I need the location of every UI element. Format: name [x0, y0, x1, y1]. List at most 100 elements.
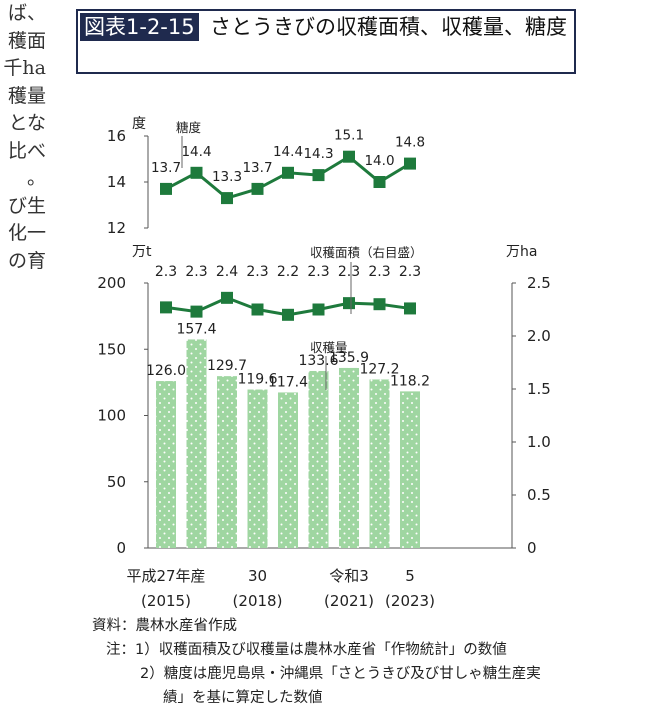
x-tick-label: 平成27年産: [126, 567, 205, 585]
harvest-volume-bar: [247, 389, 268, 548]
harvest-area-marker: [373, 298, 386, 311]
left-unit-label: 万t: [132, 244, 152, 260]
y-tick-label: 12: [107, 219, 126, 237]
sugar-content-marker: [190, 166, 203, 179]
harvest-volume-value-label: 127.2: [359, 361, 399, 377]
harvest-volume-bar: [339, 367, 359, 548]
sugar-content-value-label: 14.8: [395, 135, 425, 151]
sugar-content-marker: [251, 182, 264, 195]
harvest-area-marker: [251, 303, 264, 316]
sugar-content-value-label: 13.7: [151, 160, 181, 176]
source-note: 資料：農林水産省作成: [92, 618, 237, 634]
sugar-content-marker: [312, 169, 325, 182]
harvest-area-value-label: 2.3: [368, 264, 390, 280]
harvest-volume-bar: [369, 379, 390, 548]
harvest-area-value-label: 2.3: [246, 264, 268, 280]
y-tick-label: 16: [107, 127, 126, 145]
harvest-volume-bar: [308, 370, 329, 548]
harvest-area-value-label: 2.2: [277, 264, 299, 280]
left-tick-label: 100: [97, 407, 126, 425]
harvest-chart: 0 50 100 150 200 0 0.5 1.0 1.5 2.0 2.5 万t 万ha 126.0 15…: [97, 244, 551, 557]
note-2-continued: 績」を基に算定した数値: [163, 690, 323, 706]
harvest-volume-series-label: 収穫量: [310, 340, 348, 355]
side-text-line: ば、: [7, 2, 46, 24]
sugar-content-value-label: 14.3: [303, 146, 333, 162]
x-tick-sublabel: (2018): [233, 592, 283, 610]
note-1: 注：1）収穫面積及び収穫量は農林水産省「作物統計」の数値: [106, 642, 507, 658]
harvest-area-marker: [160, 301, 172, 314]
sugar-content-marker: [373, 176, 386, 188]
harvest-volume-value-label: 135.9: [329, 350, 369, 366]
right-tick-label: 2.5: [527, 274, 551, 292]
figure-label: 図表1-2-15: [80, 13, 199, 41]
sugar-content-value-label: 14.4: [181, 144, 211, 160]
x-tick-sublabel: (2015): [141, 592, 191, 610]
y-tick-label: 14: [107, 173, 126, 191]
side-text-line: 化一: [7, 222, 46, 244]
sugar-content-marker: [160, 182, 172, 195]
left-tick-label: 150: [97, 340, 126, 358]
sugar-content-marker: [282, 166, 294, 179]
right-tick-label: 2.0: [527, 327, 551, 345]
harvest-volume-value-label: 126.0: [146, 363, 186, 379]
harvest-area-value-label: 2.4: [216, 264, 238, 280]
figure-title: さとうきびの収穫面積、収穫量、糖度: [210, 15, 567, 39]
side-body-text: ば、 穫面 千ha 穫量 とな 比べ 。 び生 化一 の育: [0, 0, 46, 275]
harvest-area-marker: [190, 305, 203, 318]
note-2: 2）糖度は鹿児島県・沖縄県「さとうきび及び甘しゃ糖生産実: [140, 666, 541, 682]
harvest-area-marker: [282, 308, 294, 321]
left-tick-label: 200: [97, 274, 126, 292]
sugar-content-value-label: 13.3: [212, 169, 242, 185]
harvest-area-marker: [312, 303, 325, 316]
harvest-volume-value-label: 118.2: [390, 373, 430, 389]
left-tick-label: 0: [116, 539, 126, 557]
harvest-volume-value-label: 117.4: [268, 374, 308, 390]
harvest-area-marker: [404, 302, 416, 315]
harvest-volume-bar: [217, 376, 237, 548]
sugar-content-value-label: 15.1: [334, 128, 364, 144]
harvest-area-value-label: 2.3: [338, 264, 360, 280]
harvest-area-value-label: 2.3: [307, 264, 329, 280]
harvest-area-value-label: 2.3: [399, 264, 421, 280]
x-tick-label: 令和3: [329, 567, 369, 585]
right-tick-label: 0.5: [527, 486, 551, 504]
harvest-volume-bar: [278, 392, 298, 548]
notes: 資料：農林水産省作成 注：1）収穫面積及び収穫量は農林水産省「作物統計」の数値 …: [92, 614, 541, 710]
right-tick-label: 0: [527, 539, 537, 557]
harvest-volume-bar: [186, 339, 207, 548]
harvest-area-value-label: 2.3: [185, 264, 207, 280]
harvest-volume-value-label: 129.7: [207, 358, 247, 374]
harvest-volume-value-label: 157.4: [176, 321, 216, 337]
side-text-line: 比べ: [7, 139, 46, 162]
side-text-line: とな: [8, 112, 46, 134]
sugar-content-value-label: 14.0: [364, 153, 394, 169]
harvest-area-value-label: 2.3: [155, 264, 177, 280]
harvest-volume-value-label: 119.6: [237, 372, 277, 388]
side-text-line: 千ha: [3, 57, 46, 79]
right-unit-label: 万ha: [506, 244, 537, 260]
x-tick-sublabel: (2021): [324, 592, 374, 610]
x-axis-labels: 平成27年産 (2015) 30 (2018) 令和3 (2021) 5 (2023): [126, 567, 434, 610]
figure-title-box: 図表1-2-15 さとうきびの収穫面積、収穫量、糖度: [76, 9, 576, 74]
side-text-line: び生: [7, 194, 46, 217]
sugar-content-marker: [221, 192, 233, 205]
harvest-area-marker: [343, 297, 355, 310]
sugar-content-marker: [343, 150, 355, 163]
side-text-line: 穫面: [7, 29, 46, 52]
y-unit-label: 度: [132, 116, 146, 132]
harvest-volume-bar: [156, 381, 176, 548]
side-text-line: 。: [26, 167, 46, 189]
sugar-content-marker: [404, 157, 416, 170]
harvest-area-series-label: 収穫面積（右目盛）: [310, 245, 423, 260]
sugar-content-value-label: 13.7: [242, 160, 272, 176]
sugar-content-value-label: 14.4: [273, 144, 303, 160]
harvest-volume-bar: [400, 391, 420, 548]
sugar-content-series-label: 糖度: [176, 120, 202, 135]
side-text-line: 穫量: [7, 84, 46, 107]
harvest-area-marker: [221, 291, 233, 304]
x-tick-label: 30: [248, 567, 267, 585]
side-text-line: の育: [7, 249, 46, 272]
harvest-volume-value-label: 133.6: [298, 353, 338, 369]
